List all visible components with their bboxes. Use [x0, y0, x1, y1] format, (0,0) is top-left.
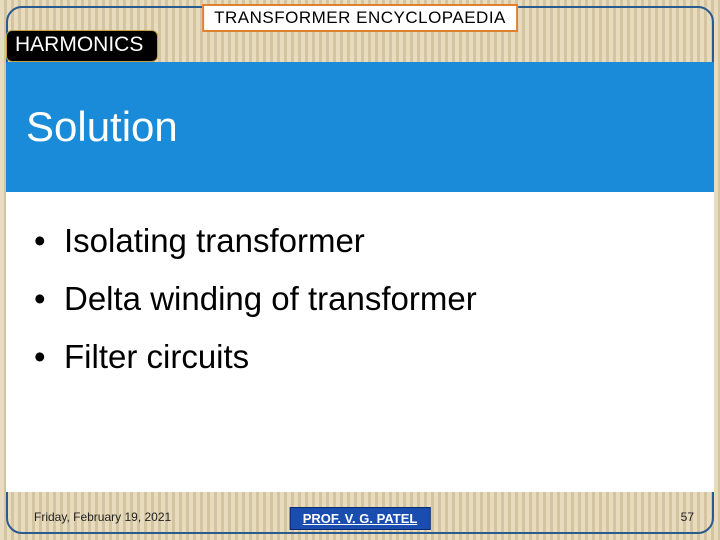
- footer-author: PROF. V. G. PATEL: [290, 507, 431, 530]
- list-item: Isolating transformer: [34, 222, 477, 260]
- page-number: 57: [681, 510, 694, 524]
- bullet-list: Isolating transformer Delta winding of t…: [34, 222, 477, 396]
- list-item: Filter circuits: [34, 338, 477, 376]
- solution-banner: Solution: [6, 62, 714, 192]
- section-subtitle: HARMONICS: [6, 30, 158, 62]
- banner-text: Solution: [26, 103, 178, 151]
- content-area: Solution Isolating transformer Delta win…: [6, 62, 714, 492]
- main-title: TRANSFORMER ENCYCLOPAEDIA: [202, 4, 518, 32]
- footer-date: Friday, February 19, 2021: [34, 510, 171, 524]
- list-item: Delta winding of transformer: [34, 280, 477, 318]
